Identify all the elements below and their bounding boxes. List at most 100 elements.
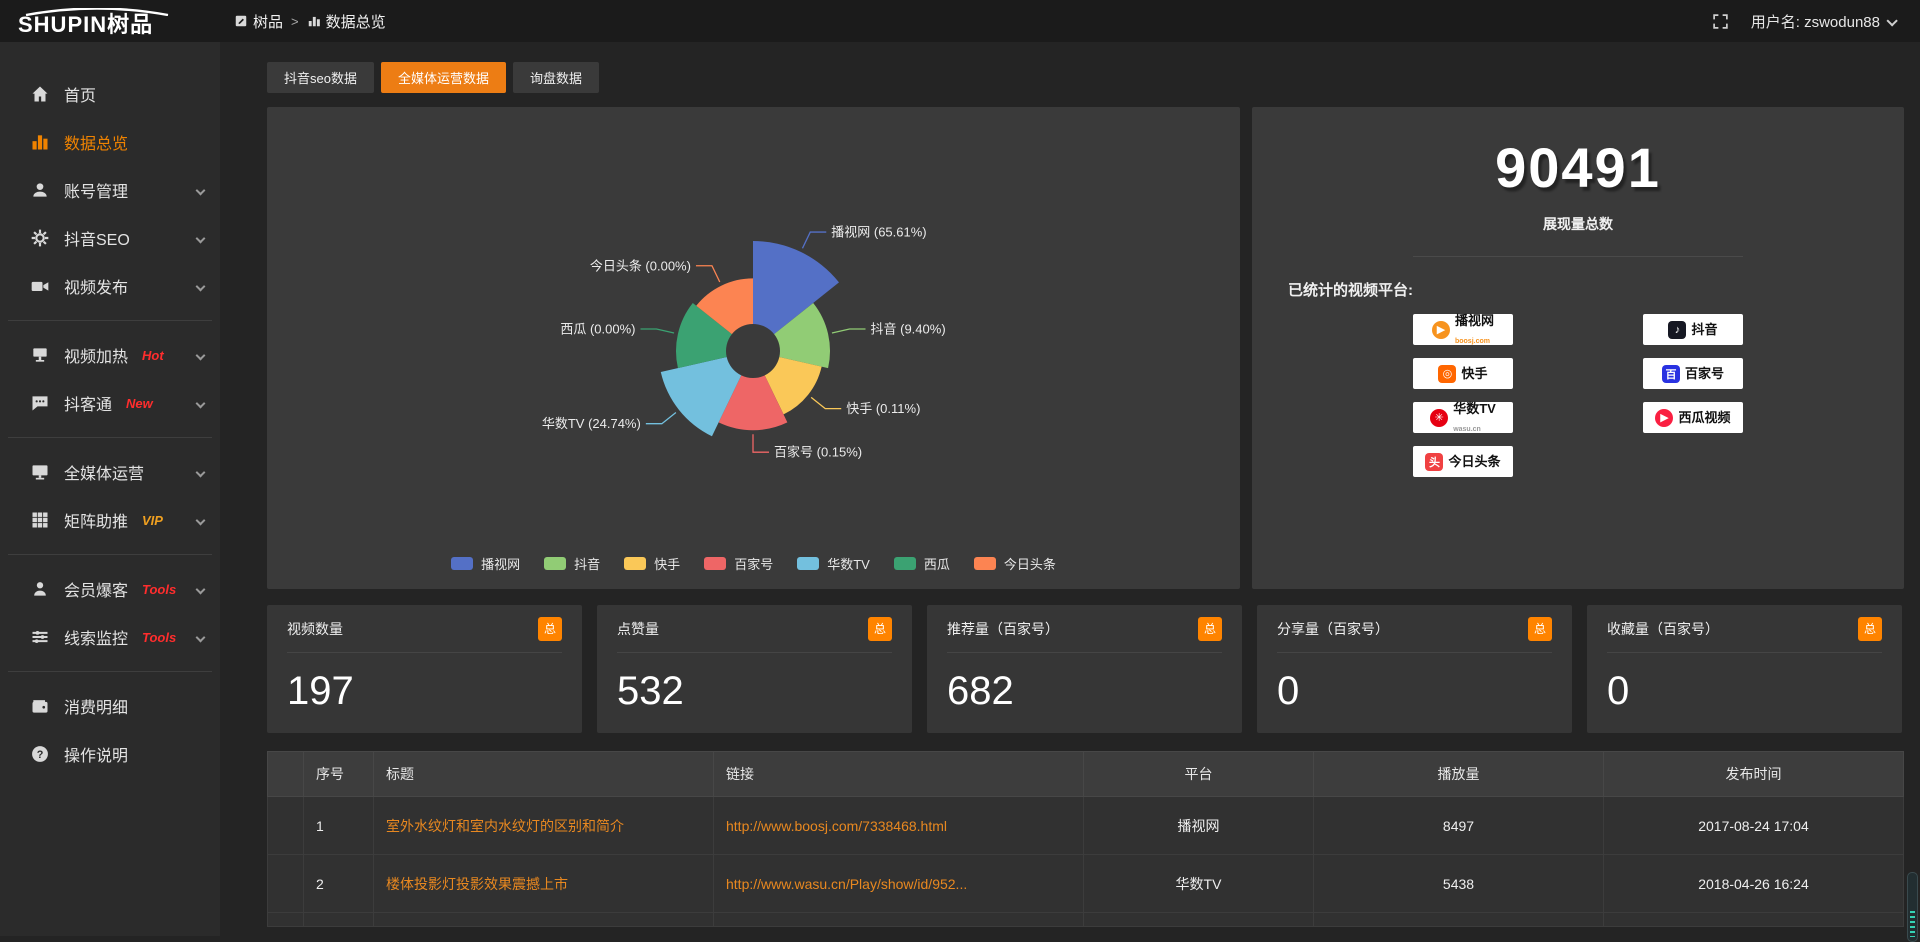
cell-index: 2 <box>304 855 374 913</box>
fullscreen-icon[interactable] <box>1712 13 1729 30</box>
pie-label: 今日头条 (0.00%) <box>590 258 691 273</box>
app-header: SHUPIN树品 树品 > 数据总览 用户名: zswodun88 <box>0 0 1920 42</box>
legend-item-快手[interactable]: 快手 <box>624 554 680 573</box>
video-url-link[interactable]: http://www.wasu.cn/Play/show/id/952... <box>726 876 1071 892</box>
legend-swatch <box>974 557 996 570</box>
sidebar-item-omnimedia-operation[interactable]: 全媒体运营 <box>0 448 220 496</box>
sidebar-item-data-overview[interactable]: 数据总览 <box>0 118 220 166</box>
legend-label: 快手 <box>654 554 680 573</box>
card-title: 分享量（百家号） <box>1277 619 1389 639</box>
legend-item-今日头条[interactable]: 今日头条 <box>974 554 1056 573</box>
total-badge[interactable]: 总 <box>538 617 562 641</box>
legend-item-百家号[interactable]: 百家号 <box>704 554 773 573</box>
col-header-title: 标题 <box>374 752 714 797</box>
bar-chart-icon <box>30 132 50 152</box>
legend-item-播视网[interactable]: 播视网 <box>451 554 520 573</box>
pie-label-line <box>811 397 841 408</box>
total-badge[interactable]: 总 <box>868 617 892 641</box>
tools-tag: Tools <box>142 582 176 597</box>
card-value: 0 <box>1277 669 1552 714</box>
tab-inquiry-data[interactable]: 询盘数据 <box>513 62 599 93</box>
sliders-icon <box>30 627 50 647</box>
sidebar-item-video-heating[interactable]: 视频加热 Hot <box>0 331 220 379</box>
card-value: 0 <box>1607 669 1882 714</box>
stat-card-video-count: 视频数量总 197 <box>267 605 582 733</box>
pie-label: 快手 (0.11%) <box>846 401 920 416</box>
platforms-title: 已统计的视频平台: <box>1288 279 1868 300</box>
legend-swatch <box>704 557 726 570</box>
col-header-link: 链接 <box>714 752 1084 797</box>
legend-item-西瓜[interactable]: 西瓜 <box>894 554 950 573</box>
video-camera-icon <box>30 276 50 296</box>
chevron-down-icon <box>1886 15 1897 26</box>
tab-douyin-seo-data[interactable]: 抖音seo数据 <box>267 62 374 93</box>
legend-item-抖音[interactable]: 抖音 <box>544 554 600 573</box>
stat-card-favorites: 收藏量（百家号） 总 0 <box>1587 605 1902 733</box>
sidebar-item-instructions[interactable]: ? 操作说明 <box>0 730 220 778</box>
card-title: 点赞量 <box>617 619 659 639</box>
video-title-link[interactable]: 室外水纹灯和室内水纹灯的区别和简介 <box>386 816 701 836</box>
sidebar-item-douyin-seo[interactable]: 抖音SEO <box>0 214 220 262</box>
user-label: 用户名: zswodun88 <box>1751 14 1880 31</box>
chevron-down-icon <box>196 233 206 243</box>
logo-cn: 树品 <box>107 12 153 37</box>
legend-swatch <box>544 557 566 570</box>
xigua-logo-icon: ▶ <box>1655 409 1673 427</box>
vip-tag: VIP <box>142 513 163 528</box>
sidebar-item-account-management[interactable]: 账号管理 <box>0 166 220 214</box>
video-url-link[interactable]: http://www.boosj.com/7338468.html <box>726 818 1071 834</box>
legend-swatch <box>797 557 819 570</box>
wasu-logo-icon: ✳ <box>1430 409 1448 427</box>
tab-omnimedia-data[interactable]: 全媒体运营数据 <box>381 62 506 93</box>
sidebar-item-lead-monitoring[interactable]: 线索监控 Tools <box>0 613 220 661</box>
new-tag: New <box>126 396 153 411</box>
legend-swatch <box>624 557 646 570</box>
col-header-platform: 平台 <box>1084 752 1314 797</box>
person-icon <box>30 579 50 599</box>
help-icon: ? <box>30 744 50 764</box>
cell-platform: 播视网 <box>1084 797 1314 855</box>
user-menu[interactable]: 用户名: zswodun88 <box>1751 11 1894 32</box>
card-title: 视频数量 <box>287 619 343 639</box>
total-badge[interactable]: 总 <box>1528 617 1552 641</box>
breadcrumb-current[interactable]: 数据总览 <box>307 11 386 32</box>
sidebar-item-spending-details[interactable]: 消费明细 <box>0 682 220 730</box>
boosj-logo-icon: ▶ <box>1432 321 1450 339</box>
stat-card-recommendations: 推荐量（百家号） 总 682 <box>927 605 1242 733</box>
video-title-link[interactable]: 楼体投影灯投影效果震撼上市 <box>386 874 701 894</box>
impressions-total-label: 展现量总数 <box>1288 214 1868 234</box>
sidebar-item-video-publish[interactable]: 视频发布 <box>0 262 220 310</box>
pie-label-line <box>832 329 866 333</box>
logo-en: SHUPIN <box>18 12 107 37</box>
total-badge[interactable]: 总 <box>1858 617 1882 641</box>
sidebar-item-douketong[interactable]: 抖客通 New <box>0 379 220 427</box>
chevron-down-icon <box>196 350 206 360</box>
monitor-icon <box>30 462 50 482</box>
legend-label: 西瓜 <box>924 554 950 573</box>
table-header-row: 序号 标题 链接 平台 播放量 发布时间 <box>268 752 1904 797</box>
card-title: 收藏量（百家号） <box>1607 619 1719 639</box>
platform-badge-douyin[interactable]: ♪ 抖音 <box>1643 314 1743 345</box>
scrollbar-thumb[interactable] <box>1907 872 1918 942</box>
stat-card-shares: 分享量（百家号） 总 0 <box>1257 605 1572 733</box>
total-badge[interactable]: 总 <box>1198 617 1222 641</box>
sidebar-item-home[interactable]: 首页 <box>0 70 220 118</box>
platform-badge-baijiahao[interactable]: 百 百家号 <box>1643 358 1743 389</box>
card-title: 推荐量（百家号） <box>947 619 1059 639</box>
sidebar-item-member-marketing[interactable]: 会员爆客 Tools <box>0 565 220 613</box>
legend-item-华数TV[interactable]: 华数TV <box>797 554 870 573</box>
toutiao-logo-icon: 头 <box>1425 453 1443 471</box>
pie-label: 华数TV (24.74%) <box>542 416 641 431</box>
card-value: 682 <box>947 669 1222 714</box>
pie-label: 播视网 (65.61%) <box>831 225 926 240</box>
sidebar-item-matrix-boost[interactable]: 矩阵助推 VIP <box>0 496 220 544</box>
chevron-down-icon <box>196 281 206 291</box>
platform-badge-kuaishou[interactable]: ◎ 快手 <box>1413 358 1513 389</box>
breadcrumb-root[interactable]: 树品 <box>234 11 283 32</box>
sidebar-divider <box>8 437 212 438</box>
platform-badge-xigua[interactable]: ▶ 西瓜视频 <box>1643 402 1743 433</box>
platform-badge-toutiao[interactable]: 头 今日头条 <box>1413 446 1513 477</box>
